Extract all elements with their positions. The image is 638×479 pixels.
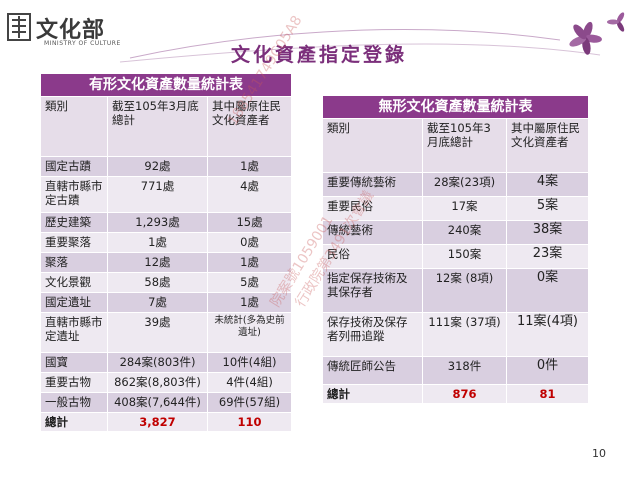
category-cell: 指定保存技術及其保存者: [322, 268, 423, 313]
ministry-logo: 文化部 MINISTRY OF CULTURE: [6, 10, 126, 50]
total-indigenous-value: 81: [505, 384, 590, 404]
flower-icon: [569, 21, 602, 55]
table-row: 重要古物 862案(8,803件) 4件(4組): [40, 372, 293, 393]
category-cell: 國寶: [40, 352, 108, 373]
total-cell: 1處: [107, 232, 208, 253]
total-cell: 284案(803件): [107, 352, 208, 373]
indigenous-cell: 5處: [206, 272, 293, 293]
table-row: 重要聚落 1處 0處: [40, 232, 293, 253]
table-row: 國定遺址 7處 1處: [40, 292, 293, 313]
column-header: 截至105年3月底總計: [422, 118, 507, 173]
category-cell: 重要聚落: [40, 232, 108, 253]
table-row: 重要民俗 17案 5案: [322, 196, 590, 221]
total-row: 總計 3,827 110: [40, 412, 293, 432]
total-label: 總計: [40, 412, 108, 432]
table-row: 傳統藝術 240案 38案: [322, 220, 590, 245]
tangible-table-title: 有形文化資產數量統計表: [39, 73, 293, 97]
logo-subtitle: MINISTRY OF CULTURE: [44, 40, 121, 47]
indigenous-cell: 4案: [505, 172, 590, 197]
table-row: 指定保存技術及其保存者 12案 (8項) 0案: [322, 268, 590, 313]
category-cell: 傳統藝術: [322, 220, 423, 245]
indigenous-cell: 0案: [505, 268, 590, 313]
table-row: 文化景觀 58處 5處: [40, 272, 293, 293]
total-cell: 408案(7,644件): [107, 392, 208, 413]
indigenous-cell: 69件(57組): [206, 392, 293, 413]
table-row: 重要傳統藝術 28案(23項) 4案: [322, 172, 590, 197]
category-cell: 直轄市縣市定古蹟: [40, 176, 108, 213]
tangible-heritage-table: 有形文化資產數量統計表 類別 截至105年3月底總計 其中屬原住民文化資產者 國…: [39, 73, 293, 432]
total-cell: 12案 (8項): [422, 268, 507, 313]
indigenous-cell: 11案(4項): [505, 312, 590, 357]
total-cell: 58處: [107, 272, 208, 293]
indigenous-cell: 未統計(多為史前遺址): [206, 312, 293, 353]
indigenous-cell: 0件: [505, 356, 590, 385]
ministry-logo-icon: [7, 13, 31, 41]
indigenous-cell: 38案: [505, 220, 590, 245]
category-cell: 聚落: [40, 252, 108, 273]
total-cell: 771處: [107, 176, 208, 213]
indigenous-cell: 15處: [206, 212, 293, 233]
table-row: 聚落 12處 1處: [40, 252, 293, 273]
total-cell: 111案 (37項): [422, 312, 507, 357]
total-cell: 7處: [107, 292, 208, 313]
total-cell: 1,293處: [107, 212, 208, 233]
page-title: 文化資產指定登錄: [230, 44, 407, 66]
total-label: 總計: [322, 384, 423, 404]
total-cell: 39處: [107, 312, 208, 353]
indigenous-cell: 5案: [505, 196, 590, 221]
column-header: 其中屬原住民文化資產者: [505, 118, 590, 173]
total-cell: 862案(8,803件): [107, 372, 208, 393]
header-decoration: [119, 12, 625, 63]
column-header: 類別: [40, 96, 108, 157]
total-cell: 240案: [422, 220, 507, 245]
column-header: 類別: [322, 118, 423, 173]
indigenous-cell: 23案: [505, 244, 590, 269]
indigenous-cell: 10件(4組): [206, 352, 293, 373]
category-cell: 文化景觀: [40, 272, 108, 293]
table-row: 傳統匠師公告 318件 0件: [322, 356, 590, 385]
table-row: 國寶 284案(803件) 10件(4組): [40, 352, 293, 373]
total-cell: 28案(23項): [422, 172, 507, 197]
total-indigenous-value: 110: [206, 412, 293, 432]
category-cell: 國定古蹟: [40, 156, 108, 177]
column-header: 截至105年3月底總計: [107, 96, 208, 157]
indigenous-cell: 0處: [206, 232, 293, 253]
category-cell: 國定遺址: [40, 292, 108, 313]
category-cell: 重要民俗: [322, 196, 423, 221]
intangible-heritage-table: 無形文化資產數量統計表 類別 截至105年3月底總計 其中屬原住民文化資產者 重…: [321, 95, 590, 404]
indigenous-cell: 1處: [206, 252, 293, 273]
category-cell: 民俗: [322, 244, 423, 269]
category-cell: 保存技術及保存者列冊追蹤: [322, 312, 423, 357]
total-cell: 150案: [422, 244, 507, 269]
total-cell: 92處: [107, 156, 208, 177]
total-cell: 12處: [107, 252, 208, 273]
total-value: 876: [422, 384, 507, 404]
column-header: 其中屬原住民文化資產者: [206, 96, 293, 157]
table-row: 直轄市縣市定古蹟 771處 4處: [40, 176, 293, 213]
flower-small-icon: [607, 12, 625, 32]
table-row: 保存技術及保存者列冊追蹤 111案 (37項) 11案(4項): [322, 312, 590, 357]
indigenous-cell: 1處: [206, 156, 293, 177]
category-cell: 歷史建築: [40, 212, 108, 233]
total-cell: 17案: [422, 196, 507, 221]
total-cell: 318件: [422, 356, 507, 385]
table-row: 一般古物 408案(7,644件) 69件(57組): [40, 392, 293, 413]
page-number: 10: [592, 447, 606, 460]
total-row: 總計 876 81: [322, 384, 590, 404]
category-cell: 重要古物: [40, 372, 108, 393]
indigenous-cell: 4處: [206, 176, 293, 213]
category-cell: 重要傳統藝術: [322, 172, 423, 197]
category-cell: 一般古物: [40, 392, 108, 413]
table-row: 直轄市縣市定遺址 39處 未統計(多為史前遺址): [40, 312, 293, 353]
intangible-table-title: 無形文化資產數量統計表: [321, 95, 590, 119]
table-row: 國定古蹟 92處 1處: [40, 156, 293, 177]
logo-text: 文化部: [36, 17, 106, 43]
table-row: 民俗 150案 23案: [322, 244, 590, 269]
category-cell: 傳統匠師公告: [322, 356, 423, 385]
indigenous-cell: 4件(4組): [206, 372, 293, 393]
category-cell: 直轄市縣市定遺址: [40, 312, 108, 353]
table-row: 歷史建築 1,293處 15處: [40, 212, 293, 233]
total-value: 3,827: [107, 412, 208, 432]
indigenous-cell: 1處: [206, 292, 293, 313]
